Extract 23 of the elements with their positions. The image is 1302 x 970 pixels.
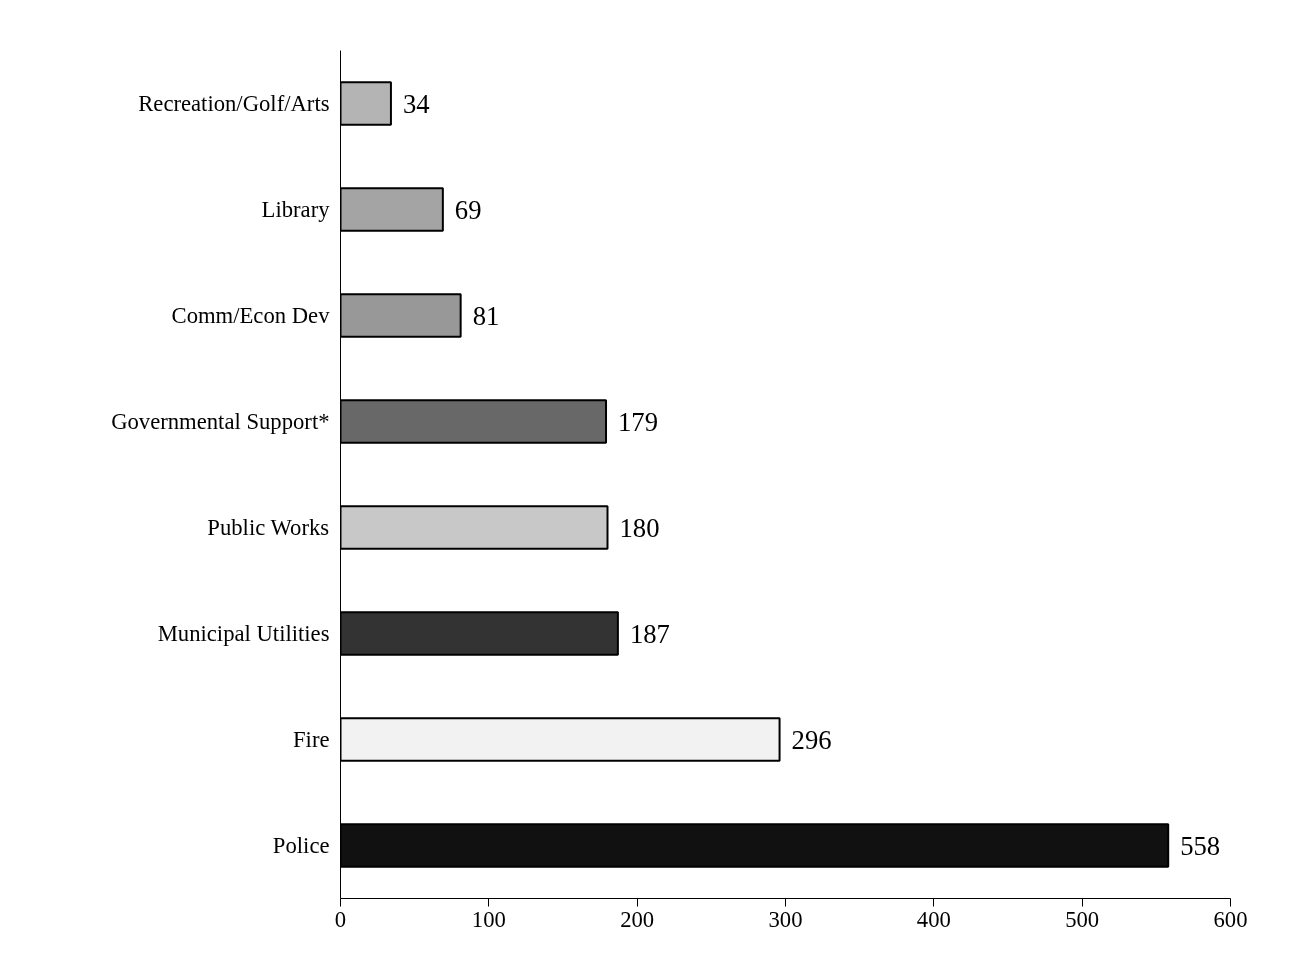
y-tick-label: Comm/Econ Dev [171, 303, 331, 328]
data-label: 558 [1180, 830, 1221, 861]
x-tick-label: 300 [768, 906, 803, 932]
x-tick-label: 0 [334, 906, 347, 932]
y-tick-label: Police [272, 833, 330, 858]
data-label: 296 [791, 724, 832, 755]
x-tick-label: 400 [916, 906, 951, 932]
data-label: 187 [629, 618, 670, 649]
data-label: 180 [619, 512, 660, 543]
y-tick-label: Library [261, 197, 331, 222]
data-label: 34 [402, 88, 430, 119]
x-tick-label: 500 [1065, 906, 1100, 932]
x-tick-label: 200 [620, 906, 655, 932]
y-tick-label: Municipal Utilities [157, 621, 330, 646]
y-tick-label: Fire [293, 727, 330, 752]
x-tick-label: 100 [471, 906, 506, 932]
data-label: 81 [472, 300, 500, 331]
y-tick-label: Public Works [207, 515, 330, 540]
y-tick-label: Recreation/Golf/Arts [138, 91, 330, 116]
data-label: 69 [454, 194, 482, 225]
x-tick-label: 600 [1213, 906, 1248, 932]
y-tick-label: Governmental Support* [111, 409, 330, 434]
data-label: 179 [618, 406, 658, 437]
